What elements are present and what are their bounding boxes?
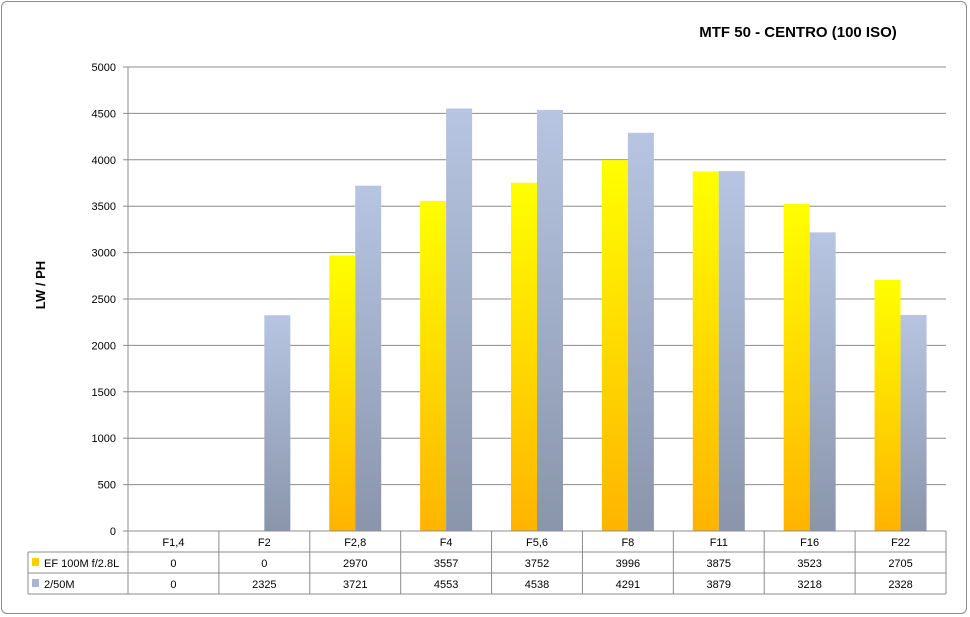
category-label: F11 [710, 537, 728, 549]
data-value: 2328 [888, 579, 912, 591]
bar-ef-100m-6 [692, 171, 719, 531]
bar-ef-100m-2 [329, 255, 356, 531]
category-label: F5,6 [526, 537, 548, 549]
bar-ef-100m-3 [420, 200, 447, 531]
y-tick-label: 2000 [92, 340, 116, 352]
legend-swatch [32, 558, 39, 566]
y-tick-label: 3000 [92, 248, 116, 260]
data-value: 2325 [252, 579, 276, 591]
bar-ef-100m-7 [783, 204, 810, 531]
legend-label: 2/50M [44, 579, 75, 591]
bar-2-50m-3 [446, 108, 473, 531]
data-value: 0 [261, 558, 267, 570]
bar-2-50m-6 [718, 171, 745, 531]
y-tick-label: 2500 [92, 294, 116, 306]
y-tick-label: 3500 [92, 201, 116, 213]
y-tick-label: 1000 [92, 433, 116, 445]
legend-label: EF 100M f/2.8L [44, 558, 119, 570]
bar-2-50m-7 [809, 232, 836, 531]
bar-2-50m-5 [627, 132, 654, 531]
y-tick-label: 1500 [92, 387, 116, 399]
y-tick-label: 5000 [92, 62, 116, 74]
data-value: 4553 [434, 579, 458, 591]
bar-ef-100m-5 [601, 160, 628, 531]
chart-title: MTF 50 - CENTRO (100 ISO) [699, 24, 897, 41]
y-tick-label: 4000 [92, 155, 116, 167]
data-value: 0 [170, 558, 176, 570]
bar-2-50m-2 [355, 185, 382, 531]
data-value: 3721 [343, 579, 367, 591]
data-value: 0 [170, 579, 176, 591]
category-label: F22 [891, 537, 910, 549]
category-label: F4 [440, 537, 453, 549]
bar-2-50m-8 [900, 314, 927, 531]
data-value: 3752 [525, 558, 549, 570]
category-label: F8 [621, 537, 634, 549]
data-value: 3879 [707, 579, 731, 591]
category-label: F2,8 [344, 537, 366, 549]
data-value: 3218 [797, 579, 821, 591]
category-label: F1,4 [162, 537, 184, 549]
y-tick-label: 0 [110, 526, 116, 538]
data-value: 2705 [888, 558, 912, 570]
y-tick-label: 4500 [92, 108, 116, 120]
y-axis-label: LW / PH [33, 261, 48, 309]
data-value: 3875 [707, 558, 731, 570]
bar-2-50m-4 [537, 109, 563, 531]
y-tick-label: 500 [98, 480, 116, 492]
data-value: 3523 [797, 558, 821, 570]
legend-swatch [32, 579, 39, 587]
category-label: F2 [258, 537, 271, 549]
data-value: 4538 [525, 579, 549, 591]
data-value: 2970 [343, 558, 367, 570]
data-value: 3996 [616, 558, 640, 570]
data-value: 3557 [434, 558, 458, 570]
category-label: F16 [800, 537, 819, 549]
bar-2-50m-1 [264, 315, 291, 531]
data-value: 4291 [616, 579, 640, 591]
bar-ef-100m-8 [874, 279, 901, 531]
bar-ef-100m-4 [511, 182, 537, 532]
